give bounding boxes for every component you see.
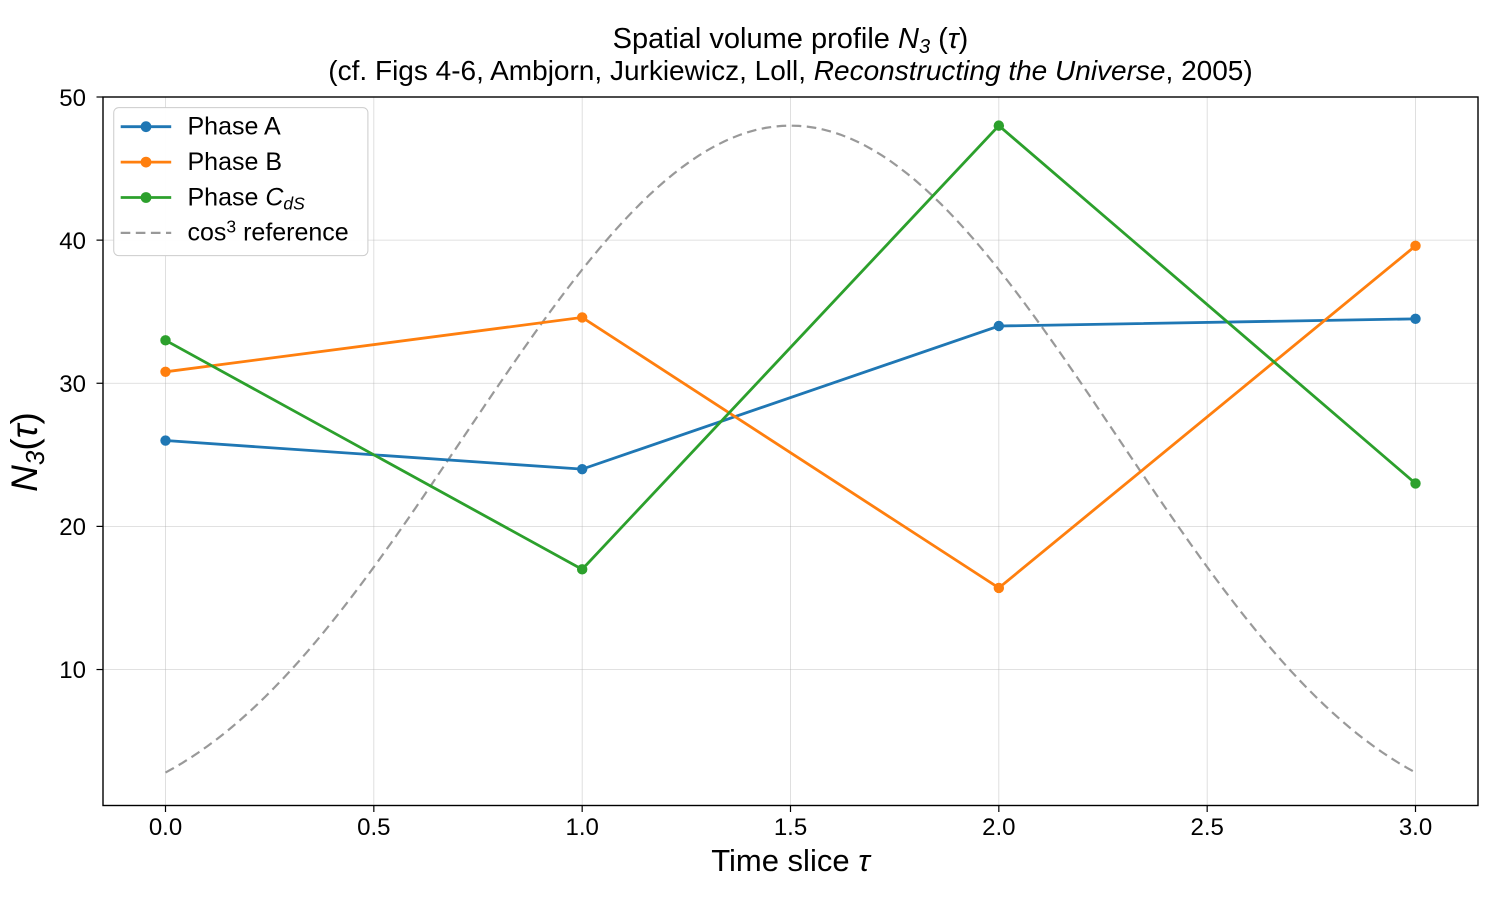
svg-text:10: 10 <box>59 657 86 684</box>
svg-text:2.0: 2.0 <box>982 814 1015 841</box>
svg-text:Phase B: Phase B <box>188 148 283 176</box>
svg-text:1.0: 1.0 <box>565 814 598 841</box>
svg-text:Time slice τ: Time slice τ <box>711 843 872 878</box>
svg-text:Spatial volume profile N3 (τ): Spatial volume profile N3 (τ) <box>613 23 969 58</box>
svg-text:30: 30 <box>59 371 86 398</box>
svg-text:0.5: 0.5 <box>357 814 390 841</box>
svg-text:cos3 reference: cos3 reference <box>188 217 349 247</box>
svg-text:Phase A: Phase A <box>188 113 281 141</box>
svg-text:3.0: 3.0 <box>1399 814 1432 841</box>
svg-text:(cf. Figs 4-6, Ambjorn, Jurkie: (cf. Figs 4-6, Ambjorn, Jurkiewicz, Loll… <box>328 55 1252 86</box>
svg-text:50: 50 <box>59 85 86 112</box>
svg-text:40: 40 <box>59 228 86 255</box>
svg-text:2.5: 2.5 <box>1190 814 1223 841</box>
svg-text:20: 20 <box>59 514 86 541</box>
svg-text:0.0: 0.0 <box>149 814 182 841</box>
svg-text:1.5: 1.5 <box>774 814 807 841</box>
svg-text:N3(τ): N3(τ) <box>4 412 50 492</box>
